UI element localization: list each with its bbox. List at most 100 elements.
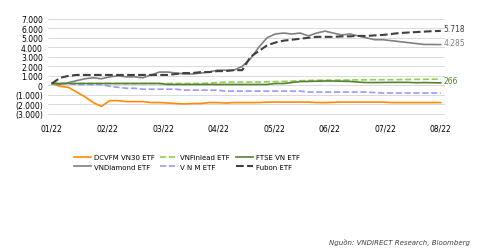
VNDiamond ETF xyxy=(231,70,237,72)
Fubon ETF xyxy=(181,72,187,75)
DCVFM VN30 ETF xyxy=(90,102,96,105)
V N M ETF xyxy=(148,88,154,91)
V N M ETF xyxy=(74,84,80,86)
Fubon ETF xyxy=(190,72,195,75)
VNFinlead ETF xyxy=(74,83,80,86)
Fubon ETF xyxy=(297,38,303,41)
V N M ETF xyxy=(355,91,361,94)
VNDiamond ETF xyxy=(66,82,72,85)
VNFinlead ETF xyxy=(57,83,63,86)
DCVFM VN30 ETF xyxy=(396,102,402,105)
VNFinlead ETF xyxy=(165,83,170,86)
DCVFM VN30 ETF xyxy=(281,101,287,104)
VNDiamond ETF xyxy=(156,71,162,74)
DCVFM VN30 ETF xyxy=(173,102,179,106)
DCVFM VN30 ETF xyxy=(156,102,162,105)
V N M ETF xyxy=(82,84,88,86)
VNFinlead ETF xyxy=(289,80,295,83)
V N M ETF xyxy=(165,88,170,91)
VNFinlead ETF xyxy=(305,80,311,83)
FTSE VN ETF xyxy=(165,84,170,86)
VNFinlead ETF xyxy=(413,78,419,82)
DCVFM VN30 ETF xyxy=(380,101,386,104)
VNFinlead ETF xyxy=(132,83,137,86)
Fubon ETF xyxy=(240,70,245,72)
V N M ETF xyxy=(240,90,245,93)
Text: 266: 266 xyxy=(443,76,458,86)
DCVFM VN30 ETF xyxy=(305,101,311,104)
FTSE VN ETF xyxy=(132,83,137,86)
Fubon ETF xyxy=(322,36,328,39)
V N M ETF xyxy=(388,92,394,95)
V N M ETF xyxy=(115,86,121,90)
VNDiamond ETF xyxy=(396,41,402,44)
Text: Nguồn: VNDIRECT Research, Bloomberg: Nguồn: VNDIRECT Research, Bloomberg xyxy=(329,238,470,245)
VNDiamond ETF xyxy=(338,34,344,37)
V N M ETF xyxy=(413,92,419,95)
VNDiamond ETF xyxy=(330,32,336,35)
Line: V N M ETF: V N M ETF xyxy=(52,84,441,94)
VNDiamond ETF xyxy=(305,35,311,38)
VNDiamond ETF xyxy=(322,30,328,34)
V N M ETF xyxy=(181,89,187,92)
VNDiamond ETF xyxy=(380,39,386,42)
DCVFM VN30 ETF xyxy=(82,96,88,99)
V N M ETF xyxy=(347,91,353,94)
Line: VNFinlead ETF: VNFinlead ETF xyxy=(52,80,441,84)
DCVFM VN30 ETF xyxy=(363,101,369,104)
VNFinlead ETF xyxy=(438,78,444,81)
VNFinlead ETF xyxy=(49,83,55,86)
DCVFM VN30 ETF xyxy=(123,101,129,104)
VNFinlead ETF xyxy=(363,79,369,82)
VNFinlead ETF xyxy=(314,80,320,82)
V N M ETF xyxy=(314,91,320,94)
V N M ETF xyxy=(49,83,55,86)
DCVFM VN30 ETF xyxy=(347,101,353,104)
Fubon ETF xyxy=(107,74,113,77)
V N M ETF xyxy=(57,83,63,86)
VNDiamond ETF xyxy=(90,77,96,80)
Fubon ETF xyxy=(421,31,427,34)
V N M ETF xyxy=(190,89,195,92)
VNDiamond ETF xyxy=(173,72,179,75)
FTSE VN ETF xyxy=(396,82,402,84)
VNFinlead ETF xyxy=(223,81,228,84)
DCVFM VN30 ETF xyxy=(223,102,228,105)
Fubon ETF xyxy=(132,74,137,77)
Fubon ETF xyxy=(281,40,287,43)
VNFinlead ETF xyxy=(372,79,377,82)
VNDiamond ETF xyxy=(107,76,113,79)
VNDiamond ETF xyxy=(363,37,369,40)
Fubon ETF xyxy=(165,74,170,77)
FTSE VN ETF xyxy=(198,84,204,86)
VNFinlead ETF xyxy=(388,79,394,82)
V N M ETF xyxy=(99,84,105,86)
V N M ETF xyxy=(380,92,386,95)
VNFinlead ETF xyxy=(256,81,262,84)
Fubon ETF xyxy=(405,32,410,35)
V N M ETF xyxy=(256,90,262,93)
FTSE VN ETF xyxy=(297,81,303,84)
DCVFM VN30 ETF xyxy=(273,101,278,104)
VNFinlead ETF xyxy=(82,83,88,86)
DCVFM VN30 ETF xyxy=(256,102,262,105)
DCVFM VN30 ETF xyxy=(322,102,328,105)
V N M ETF xyxy=(330,91,336,94)
Line: Fubon ETF: Fubon ETF xyxy=(52,32,441,84)
FTSE VN ETF xyxy=(405,82,410,84)
Text: 4.285: 4.285 xyxy=(443,38,465,48)
VNDiamond ETF xyxy=(405,42,410,45)
V N M ETF xyxy=(297,90,303,93)
Fubon ETF xyxy=(215,70,220,73)
DCVFM VN30 ETF xyxy=(215,102,220,105)
DCVFM VN30 ETF xyxy=(165,102,170,105)
V N M ETF xyxy=(132,88,137,90)
FTSE VN ETF xyxy=(248,84,253,86)
Fubon ETF xyxy=(413,32,419,34)
V N M ETF xyxy=(281,90,287,93)
DCVFM VN30 ETF xyxy=(372,101,377,104)
FTSE VN ETF xyxy=(430,82,435,85)
DCVFM VN30 ETF xyxy=(198,102,204,106)
FTSE VN ETF xyxy=(115,83,121,86)
VNFinlead ETF xyxy=(115,83,121,86)
